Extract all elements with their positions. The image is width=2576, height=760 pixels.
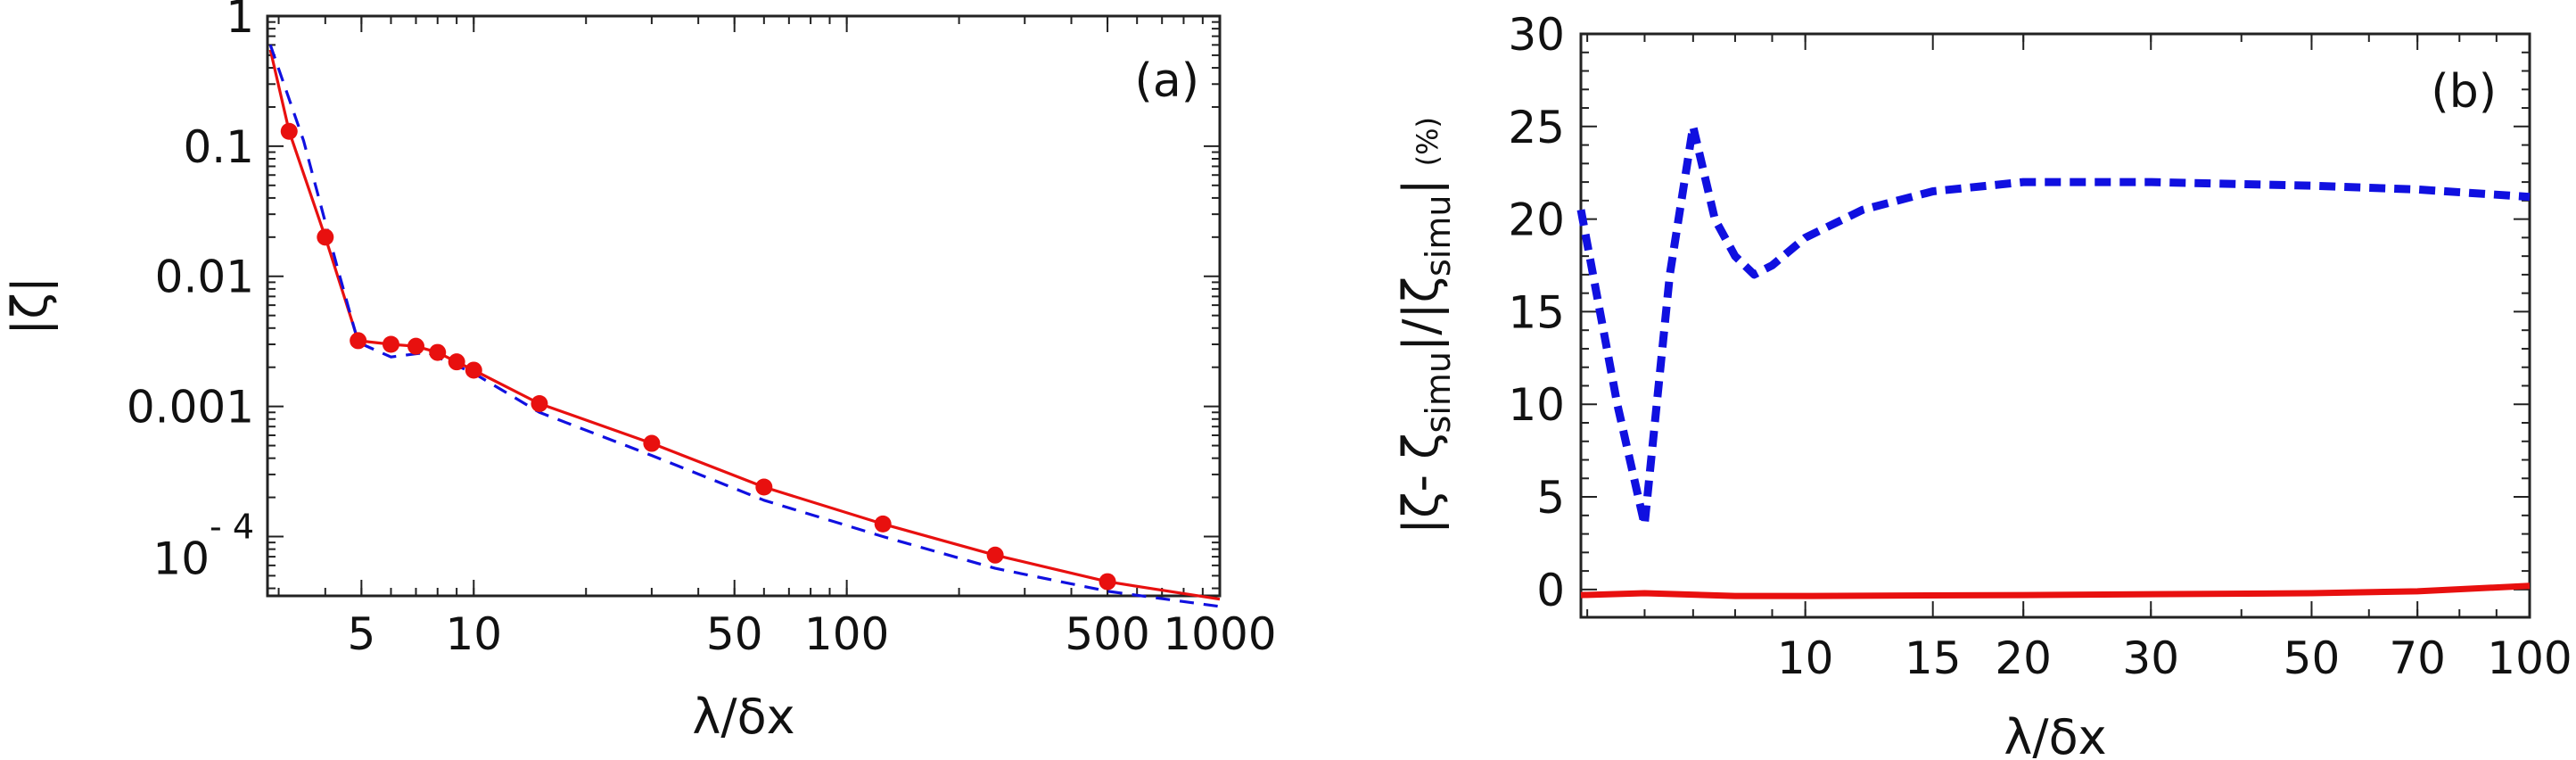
a-y-tick-label: 1 [226,0,254,43]
panel-b-plot-frame [1579,32,2531,619]
b-dashed-blue-line [1576,122,2531,529]
a-markers-red-point [874,515,892,533]
a-x-tick-label: 500 [1065,608,1149,660]
a-y-tick-label-base: 10 [152,533,210,584]
b-x-tick-label: 30 [2122,632,2179,684]
panel-b-series [1576,122,2531,599]
a-markers-red-point [448,353,465,371]
b-x-tick-label: 100 [2487,632,2572,684]
panel-a-y-axis-title: |ζ| [2,277,58,335]
panel-a-label: (a) [1135,54,1199,108]
b-x-tick-label: 20 [1995,632,2052,684]
b-y-tick-label: 15 [1508,286,1565,338]
b-y-tick-label: 30 [1508,9,1565,61]
a-x-tick-label: 5 [347,608,375,660]
a-y-tick-label: 10- 4 [152,507,254,584]
b-x-tick-label: 50 [2284,632,2341,684]
a-y-tick-label: 0.1 [183,121,254,173]
b-x-tick-label: 70 [2389,632,2446,684]
b-y-tick-label: 10 [1508,379,1565,431]
panel-b-x-axis-title: λ/δx [2004,709,2106,760]
a-dashed-blue-line [268,44,1221,608]
a-markers-red-point [280,122,298,140]
b-y-tick-label: 25 [1508,102,1565,153]
a-markers-red-point [382,335,399,353]
a-markers-red-point [1099,573,1116,591]
panel-a-series [268,44,1221,608]
panel-b-ticks [1581,33,2531,617]
a-x-tick-label: 50 [706,608,763,660]
a-y-tick-label: 0.01 [155,252,254,303]
a-markers-red-point [317,228,334,246]
a-x-tick-label: 1000 [1163,608,1276,660]
panel-b-label: (b) [2431,65,2497,119]
b-y-tick-label: 5 [1536,472,1565,524]
b-solid-red-line [1580,582,2531,599]
a-markers-red-point [429,343,447,361]
panel-b-y-title-mid: |/|ζ [1393,277,1449,351]
panel-b-y-title-main: |ζ- ζ [1393,433,1449,534]
a-x-tick-label: 10 [445,608,502,660]
a-markers-red-point [643,434,661,452]
a-x-tick-label: 100 [804,608,889,660]
panel-a-x-axis-title: λ/δx [692,689,794,745]
panel-b-y-axis-title: |ζ- ζsimu|/|ζsimu|(%) [1393,117,1458,534]
panel-b-y-title-end: | [1393,178,1449,194]
a-y-tick-label: 0.001 [127,382,254,434]
a-markers-red-point [986,546,1004,564]
panel-b: 10 15 20 30 50 70 100 0 5 10 15 20 25 30 (b) λ/δx |ζ-… [1393,9,2572,760]
a-markers-red-point [407,337,424,355]
a-markers-red-point [465,361,482,379]
b-y-tick-label: 0 [1536,565,1565,616]
panel-b-y-title-sub1: simu [1419,351,1458,433]
panel-b-y-title-sub2: simu [1419,195,1458,277]
panel-a-ticks [267,15,1221,596]
panel-b-tick-labels: 10 15 20 30 50 70 100 0 5 10 15 20 25 30 [1508,9,2572,684]
a-markers-red-point [350,332,367,350]
b-x-tick-label: 15 [1905,632,1962,684]
a-y-tick-label-exponent: - 4 [210,507,254,546]
b-y-tick-label: 20 [1508,194,1565,246]
a-markers-red-point [755,478,773,496]
panel-a-plot-frame [266,14,1222,598]
b-x-tick-label: 10 [1777,632,1834,684]
a-solid-red-line [268,49,1221,601]
a-markers-red-point [531,395,548,413]
panel-b-y-title-unit: (%) [1411,117,1444,166]
